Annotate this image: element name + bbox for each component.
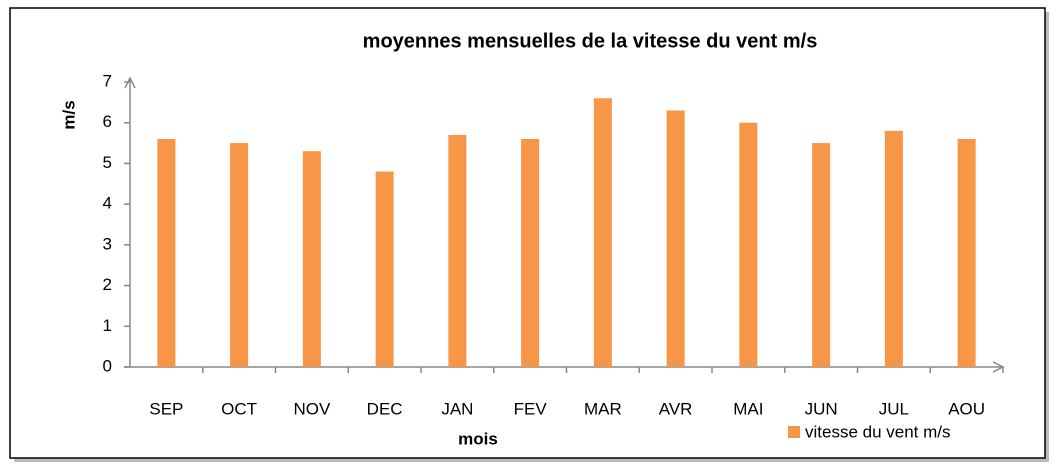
- x-tick-label: JUL: [879, 399, 909, 418]
- x-axis-label: mois: [458, 429, 498, 448]
- bar: [884, 130, 903, 367]
- x-tick-label: MAR: [584, 399, 622, 418]
- bar: [448, 134, 467, 367]
- x-tick-label: MAI: [733, 399, 763, 418]
- x-tick-label: AOU: [948, 399, 985, 418]
- y-tick-label: 2: [103, 275, 112, 294]
- y-tick-label: 5: [103, 153, 112, 172]
- y-tick-label: 1: [103, 316, 112, 335]
- y-tick-label: 6: [103, 112, 112, 131]
- x-tick-label: AVR: [659, 399, 693, 418]
- bar: [957, 139, 976, 367]
- y-tick-label: 7: [103, 71, 112, 90]
- y-axis-label: m/s: [59, 100, 78, 129]
- x-tick-label: SEP: [149, 399, 183, 418]
- legend-swatch: [788, 426, 800, 438]
- x-tick-label: JUN: [805, 399, 838, 418]
- bar: [302, 151, 321, 367]
- y-tick-label: 3: [103, 234, 112, 253]
- y-axis-arrow: [124, 76, 136, 89]
- bar: [739, 122, 758, 367]
- y-tick-label: 4: [103, 194, 112, 213]
- bar: [812, 143, 831, 367]
- bar: [521, 139, 540, 367]
- x-tick-label: OCT: [221, 399, 257, 418]
- bar: [157, 139, 176, 367]
- x-tick-label: JAN: [441, 399, 473, 418]
- bar: [593, 98, 612, 368]
- x-tick-label: NOV: [293, 399, 331, 418]
- x-tick-label: DEC: [367, 399, 403, 418]
- bar: [230, 143, 249, 367]
- y-tick-label: 0: [103, 356, 112, 375]
- bar: [375, 171, 394, 367]
- bar: [666, 110, 685, 367]
- x-tick-label: FEV: [514, 399, 548, 418]
- chart-title: moyennes mensuelles de la vitesse du ven…: [363, 30, 818, 52]
- legend-label: vitesse du vent m/s: [805, 422, 951, 441]
